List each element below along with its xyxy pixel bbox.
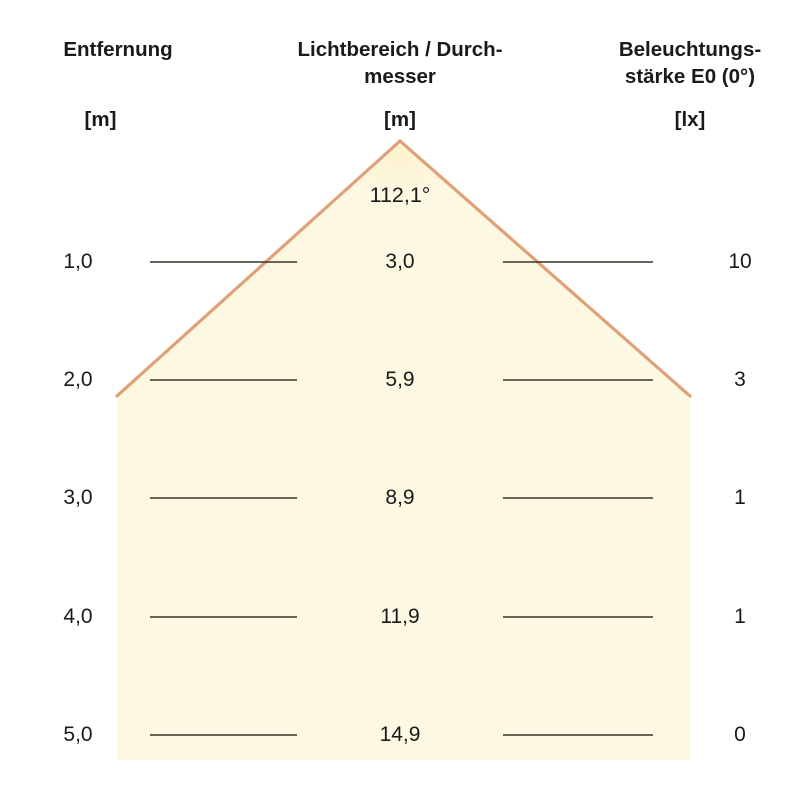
diameter-value-row-4: 11,9 — [380, 605, 420, 628]
distance-value-row-3: 3,0 — [63, 486, 93, 509]
diameter-value-row-3: 8,9 — [385, 486, 415, 509]
tick-lines-right — [503, 261, 653, 736]
beam-edge-right — [398, 139, 692, 398]
distance-value-row-4: 4,0 — [63, 605, 93, 628]
column-header-illuminance-line2: stärke E0 (0°) — [624, 65, 756, 88]
illuminance-value-row-1: 10 — [728, 250, 752, 273]
illuminance-value-row-2: 3 — [734, 368, 746, 391]
illuminance-value-row-3: 1 — [734, 486, 746, 509]
tick-lines-left — [150, 261, 297, 736]
distance-value-row-5: 5,0 — [63, 723, 93, 746]
column-header-distance: Entfernung — [63, 38, 173, 61]
distance-value-row-2: 2,0 — [63, 368, 93, 391]
column-header-illuminance-line1: Beleuchtungs- — [618, 38, 762, 61]
beam-fill-area — [117, 141, 690, 760]
beam-edge-left — [115, 139, 402, 398]
illuminance-value-row-5: 0 — [734, 723, 746, 746]
distance-value-row-1: 1,0 — [63, 250, 93, 273]
diameter-value-row-1: 3,0 — [385, 250, 415, 273]
column-unit-diameter: [m] — [384, 108, 416, 131]
column-unit-distance: [m] — [84, 108, 117, 131]
column-header-diameter-line2: messer — [364, 65, 436, 88]
diameter-value-row-2: 5,9 — [385, 368, 415, 391]
apex-glow-fan — [338, 145, 462, 226]
illuminance-value-row-4: 1 — [734, 605, 746, 628]
column-header-illuminance: Beleuchtungs- stärke E0 (0°) — [580, 36, 800, 90]
diameter-value-row-5: 14,9 — [379, 723, 421, 746]
column-header-diameter-line1: Lichtbereich / Durch- — [297, 38, 503, 61]
column-header-diameter: Lichtbereich / Durch- messer — [270, 36, 530, 90]
beam-angle-label: 112,1° — [369, 183, 431, 207]
column-unit-illuminance: [lx] — [674, 108, 706, 131]
